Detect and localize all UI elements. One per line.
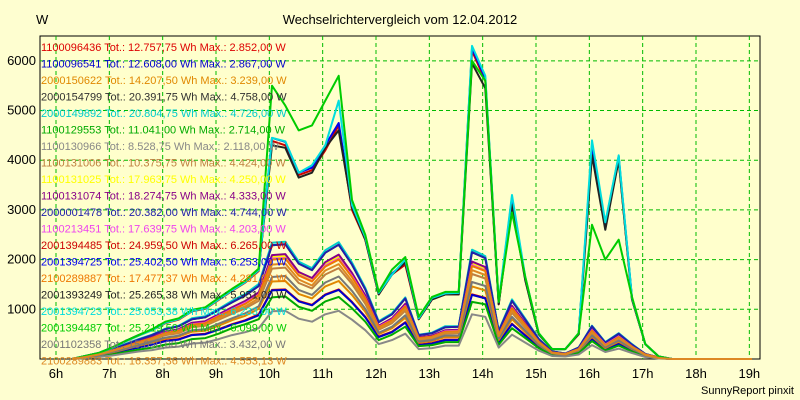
x-tick-label: 8h	[155, 366, 169, 381]
x-tick-label: 18h	[685, 366, 707, 381]
y-axis-label: W	[36, 12, 49, 27]
series-line-7	[71, 309, 752, 360]
legend-entry-14: 2001394725 Tot.: 25.402,50 Wh Max.: 6.25…	[41, 257, 287, 269]
legend-entry-1: 1100096436 Tot.: 12.757,75 Wh Max.: 2.85…	[41, 42, 286, 54]
legend-entry-6: 1100129553 Tot.: 11.041,00 Wh Max.: 2.71…	[41, 125, 286, 137]
series-line-18	[71, 59, 752, 360]
legend-entry-19: 2001102358 Tot.: 15.050,00 Wh Max.: 3.43…	[41, 339, 286, 351]
legend-entry-13: 2001394485 Tot.: 24.959,50 Wh Max.: 6.26…	[41, 240, 287, 252]
legend-entry-7: 1100130966 Tot.: 8.528,75 Wh Max.: 2.118…	[41, 141, 279, 153]
legend-entry-20: 2100289883 Tot.: 16.357,36 Wh Max.: 4.55…	[41, 356, 287, 368]
legend-entry-15: 2100289887 Tot.: 17.477,37 Wh Max.: 4.28…	[41, 273, 287, 285]
legend-entry-8: 1100131006 Tot.: 10.375,75 Wh Max.: 4.42…	[41, 158, 286, 170]
x-tick-label: 14h	[472, 366, 494, 381]
x-tick-label: 11h	[312, 366, 333, 381]
series-line-11	[71, 243, 752, 360]
y-tick-label: 5000	[7, 103, 36, 118]
x-tick-label: 15h	[525, 366, 547, 381]
y-tick-label: 6000	[7, 53, 36, 68]
legend-entry-4: 2000154799 Tot.: 20.391,75 Wh Max.: 4.75…	[41, 92, 287, 104]
x-tick-label: 13h	[418, 366, 440, 381]
y-tick-label: 4000	[7, 152, 36, 167]
legend-entry-17: 2001394723 Tot.: 25.053,38 Wh Max.: 6.23…	[41, 306, 287, 318]
x-tick-label: 6h	[49, 366, 63, 381]
x-tick-label: 19h	[738, 366, 760, 381]
x-tick-label: 7h	[102, 366, 116, 381]
x-tick-labels: 6h 7h 8h 9h 10h 11h 12h 13h 14h 15h 16h 17h 18h 19h	[49, 366, 760, 381]
x-tick-label: 9h	[209, 366, 223, 381]
legend-entry-16: 2001393249 Tot.: 25.265,38 Wh Max.: 5.95…	[41, 290, 287, 302]
legend: 1100096436 Tot.: 12.757,75 Wh Max.: 2.85…	[41, 42, 287, 368]
legend-entry-11: 2000001478 Tot.: 20.382,00 Wh Max.: 4.74…	[41, 207, 287, 219]
legend-entry-12: 1100213451 Tot.: 17.639,75 Wh Max.: 4.20…	[41, 224, 286, 236]
footer-credit: SunnyReport pinxit	[701, 385, 794, 397]
chart-title: Wechselrichtervergleich vom 12.04.2012	[283, 12, 518, 27]
legend-entry-3: 2000150622 Tot.: 14.207,50 Wh Max.: 3.23…	[41, 75, 287, 87]
legend-entry-18: 2001394487 Tot.: 25.219,50 Wh Max.: 6.09…	[41, 323, 287, 335]
x-tick-label: 16h	[578, 366, 600, 381]
legend-entry-10: 1100131074 Tot.: 18.274,75 Wh Max.: 4.33…	[41, 191, 286, 203]
y-tick-labels: 1000 2000 3000 4000 5000 6000	[7, 53, 36, 316]
legend-entry-5: 2000149892 Tot.: 20.804,75 Wh Max.: 4.72…	[41, 108, 287, 120]
grid	[40, 36, 760, 359]
x-tick-label: 12h	[365, 366, 387, 381]
legend-entry-2: 1100096541 Tot.: 12.608,00 Wh Max.: 2.86…	[41, 59, 286, 71]
y-tick-label: 2000	[7, 252, 36, 267]
y-tick-label: 1000	[7, 301, 36, 316]
y-tick-label: 3000	[7, 202, 36, 217]
x-tick-label: 17h	[632, 366, 654, 381]
series-line-20	[71, 262, 752, 360]
x-tick-label: 10h	[258, 366, 280, 381]
series-lines	[71, 44, 752, 360]
legend-entry-9: 1100131025 Tot.: 17.963,75 Wh Max.: 4.25…	[41, 174, 286, 186]
